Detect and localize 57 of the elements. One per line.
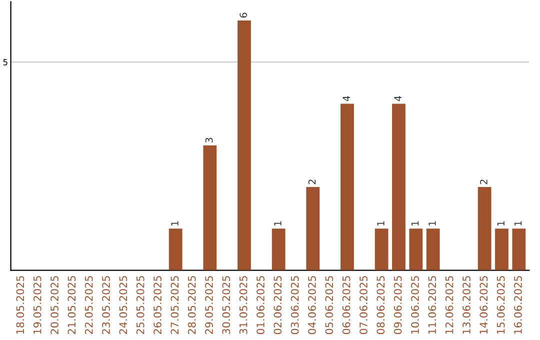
x-tick-label: 06.06.2025 <box>342 276 350 334</box>
x-tick-label: 23.05.2025 <box>102 276 110 334</box>
x-tick-label: 09.06.2025 <box>394 276 402 334</box>
x-tick-label: 27.05.2025 <box>170 276 179 334</box>
bar <box>203 145 217 270</box>
bar <box>478 187 492 270</box>
x-tick-label: 10.06.2025 <box>411 276 419 334</box>
x-tick-label: 22.05.2025 <box>84 276 93 334</box>
x-tick-label: 16.06.2025 <box>514 276 522 334</box>
x-tick-label: 11.06.2025 <box>428 276 436 334</box>
x-tick-label: 18.05.2025 <box>16 276 24 334</box>
x-tick-label: 28.05.2025 <box>188 276 196 334</box>
x-tick-label: 24.05.2025 <box>119 276 128 334</box>
data-label: 4 <box>342 96 350 102</box>
data-label: 1 <box>514 221 522 226</box>
x-tick-label: 19.05.2025 <box>33 276 42 334</box>
x-tick-label: 31.05.2025 <box>239 276 248 334</box>
data-label: 2 <box>480 180 488 184</box>
x-tick-label: 25.05.2025 <box>136 276 144 334</box>
bar <box>426 228 440 270</box>
x-tick-label: 04.06.2025 <box>308 276 316 334</box>
bar <box>272 228 286 270</box>
data-label: 1 <box>171 221 178 226</box>
bar <box>409 228 423 270</box>
x-tick-label: 01.06.2025 <box>256 276 264 334</box>
x-tick-label: 14.06.2025 <box>480 276 488 334</box>
y-tick-label: 5 <box>3 59 8 66</box>
bar <box>392 104 406 270</box>
data-label: 1 <box>412 221 419 226</box>
x-tick-label: 29.05.2025 <box>205 276 213 334</box>
bar <box>306 187 320 270</box>
x-tick-label: 12.06.2025 <box>445 276 454 334</box>
data-label: 1 <box>497 221 504 226</box>
x-tick-label: 30.05.2025 <box>222 276 230 334</box>
x-tick-label: 21.05.2025 <box>68 276 76 334</box>
bar <box>495 228 508 270</box>
x-tick-label: 15.06.2025 <box>496 276 505 334</box>
bar <box>374 228 388 270</box>
bar <box>512 228 526 270</box>
data-label: 2 <box>308 180 316 184</box>
x-tick-label: 02.06.2025 <box>274 276 282 334</box>
x-tick-label: 26.05.2025 <box>154 276 162 334</box>
x-tick-label: 13.06.2025 <box>462 276 470 334</box>
data-label: 3 <box>205 138 213 143</box>
x-tick-label: 03.06.2025 <box>290 276 299 334</box>
data-label: 6 <box>240 12 248 18</box>
bar <box>238 20 251 270</box>
x-tick-label: 08.06.2025 <box>376 276 385 334</box>
data-label: 4 <box>394 96 402 102</box>
data-label: 1 <box>274 221 282 226</box>
bar <box>340 104 354 270</box>
data-label: 1 <box>428 221 436 226</box>
x-tick-label: 05.06.2025 <box>325 276 334 334</box>
data-label: 1 <box>377 221 384 226</box>
bar <box>168 228 182 270</box>
x-tick-label: 07.06.2025 <box>360 276 368 334</box>
x-tick-label: 20.05.2025 <box>50 276 58 334</box>
